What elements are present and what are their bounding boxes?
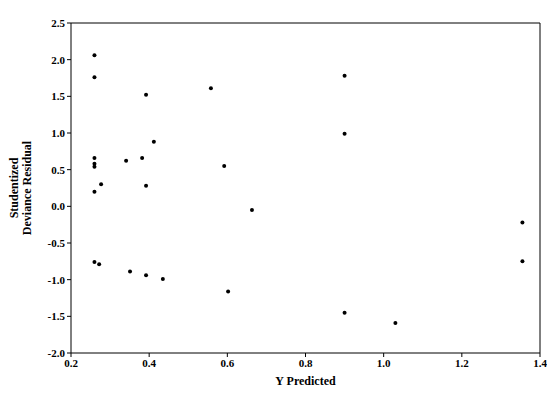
svg-text:1.0: 1.0 <box>377 357 391 369</box>
svg-text:-1.5: -1.5 <box>48 310 66 322</box>
svg-text:0.4: 0.4 <box>142 357 156 369</box>
svg-text:-0.5: -0.5 <box>48 237 66 249</box>
svg-text:-2.0: -2.0 <box>48 347 66 359</box>
svg-text:StudentizedDeviance Residual: StudentizedDeviance Residual <box>8 140 34 235</box>
svg-text:0.2: 0.2 <box>64 357 78 369</box>
svg-text:1.5: 1.5 <box>51 90 65 102</box>
svg-text:Y Predicted: Y Predicted <box>275 374 336 388</box>
svg-text:1.4: 1.4 <box>533 357 547 369</box>
svg-text:-1.0: -1.0 <box>48 274 66 286</box>
svg-text:0.5: 0.5 <box>51 164 65 176</box>
svg-text:0.8: 0.8 <box>299 357 313 369</box>
svg-text:0.0: 0.0 <box>51 200 65 212</box>
svg-text:2.0: 2.0 <box>51 54 65 66</box>
svg-text:0.6: 0.6 <box>220 357 234 369</box>
svg-text:2.5: 2.5 <box>51 17 65 29</box>
svg-text:1.0: 1.0 <box>51 127 65 139</box>
svg-text:1.2: 1.2 <box>455 357 469 369</box>
